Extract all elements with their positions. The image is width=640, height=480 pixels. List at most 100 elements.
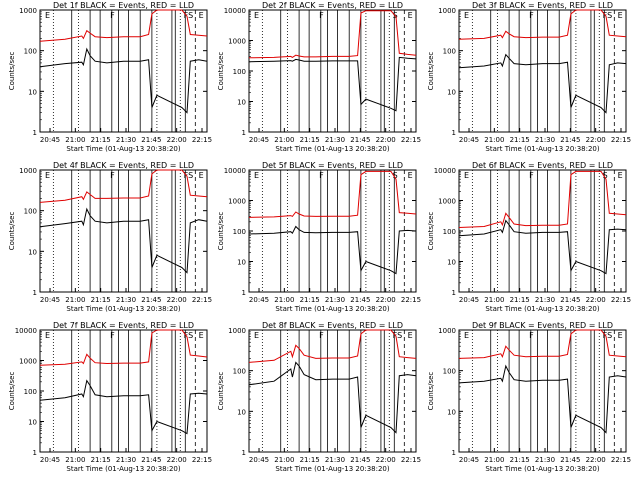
flag-label: F [110, 331, 115, 340]
series-line-lld [458, 329, 627, 359]
y-tick-label: 100 [24, 48, 37, 56]
series-line-events [458, 364, 627, 434]
x-tick-label: 21:30 [116, 136, 136, 144]
x-tick-label: 21:15 [510, 136, 530, 144]
x-tick-label: 22:15 [192, 136, 212, 144]
y-tick-label: 1000 [19, 7, 37, 15]
plot-frame [39, 329, 208, 453]
x-tick-label: 22:00 [376, 136, 396, 144]
y-tick-label: 100 [443, 368, 456, 376]
y-tick-label: 10 [237, 99, 246, 107]
flag-label: FS [603, 331, 613, 340]
x-tick-label: 21:45 [560, 456, 580, 464]
y-axis-label: Counts/sec [8, 52, 16, 91]
y-tick-label: 100 [24, 208, 37, 216]
flag-label: F [529, 11, 534, 20]
y-tick-label: 1000 [438, 198, 456, 206]
x-tick-label: 20:45 [40, 456, 60, 464]
x-tick-label: 21:00 [484, 456, 504, 464]
flag-label: E [254, 171, 259, 180]
flag-label: FS [603, 11, 613, 20]
series-line-events [248, 225, 417, 275]
x-tick-label: 21:15 [510, 296, 530, 304]
x-tick-label: 20:45 [249, 456, 269, 464]
x-tick-label: 21:15 [300, 136, 320, 144]
flag-label: FS [184, 331, 194, 340]
x-axis-label: Start Time (01-Aug-13 20:38:20) [275, 145, 389, 153]
flag-label: S [603, 171, 608, 180]
y-tick-label: 10 [447, 259, 456, 267]
x-tick-label: 22:00 [586, 296, 606, 304]
y-axis-label: Counts/sec [8, 372, 16, 411]
y-tick-label: 1 [242, 289, 246, 297]
x-tick-label: 21:00 [274, 456, 294, 464]
y-tick-label: 1 [33, 289, 37, 297]
x-tick-label: 20:45 [249, 296, 269, 304]
x-tick-label: 22:00 [376, 456, 396, 464]
series-line-events [39, 379, 208, 435]
series-line-events [458, 219, 627, 275]
flag-label: S [393, 171, 398, 180]
y-tick-label: 100 [443, 228, 456, 236]
x-axis-label: Start Time (01-Aug-13 20:38:20) [485, 305, 599, 313]
y-tick-label: 100 [443, 48, 456, 56]
y-tick-label: 10 [28, 248, 37, 256]
y-tick-label: 10000 [224, 7, 246, 15]
flag-label: E [464, 171, 469, 180]
x-tick-label: 21:00 [484, 296, 504, 304]
plot-frame [39, 9, 208, 133]
y-tick-label: 1000 [19, 167, 37, 175]
x-tick-label: 22:15 [192, 296, 212, 304]
series-line-events [39, 47, 208, 114]
y-tick-label: 10 [237, 259, 246, 267]
x-tick-label: 22:00 [167, 296, 187, 304]
y-tick-label: 100 [233, 68, 246, 76]
x-tick-label: 21:45 [350, 456, 370, 464]
x-tick-label: 21:30 [116, 456, 136, 464]
y-tick-label: 1 [452, 289, 456, 297]
flag-label: E [408, 331, 413, 340]
x-tick-label: 21:15 [300, 456, 320, 464]
y-tick-label: 1 [452, 449, 456, 457]
x-tick-label: 21:45 [141, 296, 161, 304]
flag-label: F [319, 171, 324, 180]
series-line-lld [39, 9, 208, 42]
y-axis-label: Counts/sec [217, 212, 225, 251]
x-tick-label: 21:15 [91, 136, 111, 144]
plot-frame [458, 169, 627, 293]
y-tick-label: 1000 [228, 198, 246, 206]
flag-label: E [199, 331, 204, 340]
flag-label: E [464, 331, 469, 340]
x-tick-label: 21:30 [325, 136, 345, 144]
x-tick-label: 21:30 [325, 456, 345, 464]
x-tick-label: 21:30 [535, 456, 555, 464]
series-line-lld [248, 170, 417, 218]
x-tick-label: 22:00 [167, 456, 187, 464]
x-tick-label: 22:00 [376, 296, 396, 304]
x-tick-label: 21:15 [91, 456, 111, 464]
y-tick-label: 10000 [224, 167, 246, 175]
y-tick-label: 10 [447, 408, 456, 416]
y-tick-label: 100 [24, 388, 37, 396]
x-tick-label: 21:00 [65, 296, 85, 304]
flag-label: E [618, 331, 623, 340]
flag-label: F [529, 171, 534, 180]
flag-label: E [618, 171, 623, 180]
flag-label: F [529, 331, 534, 340]
y-tick-label: 10 [237, 408, 246, 416]
x-tick-label: 21:30 [325, 296, 345, 304]
x-tick-label: 21:45 [560, 296, 580, 304]
x-tick-label: 22:00 [586, 136, 606, 144]
plot-frame [248, 169, 417, 293]
flag-label: FS [393, 331, 403, 340]
y-tick-label: 1000 [228, 327, 246, 335]
series-line-lld [248, 329, 417, 363]
x-tick-label: 21:00 [65, 456, 85, 464]
flag-label: FS [184, 171, 194, 180]
plot-frame [248, 329, 417, 453]
chart-title: Det 3f BLACK = Events, RED = LLD [472, 1, 613, 10]
